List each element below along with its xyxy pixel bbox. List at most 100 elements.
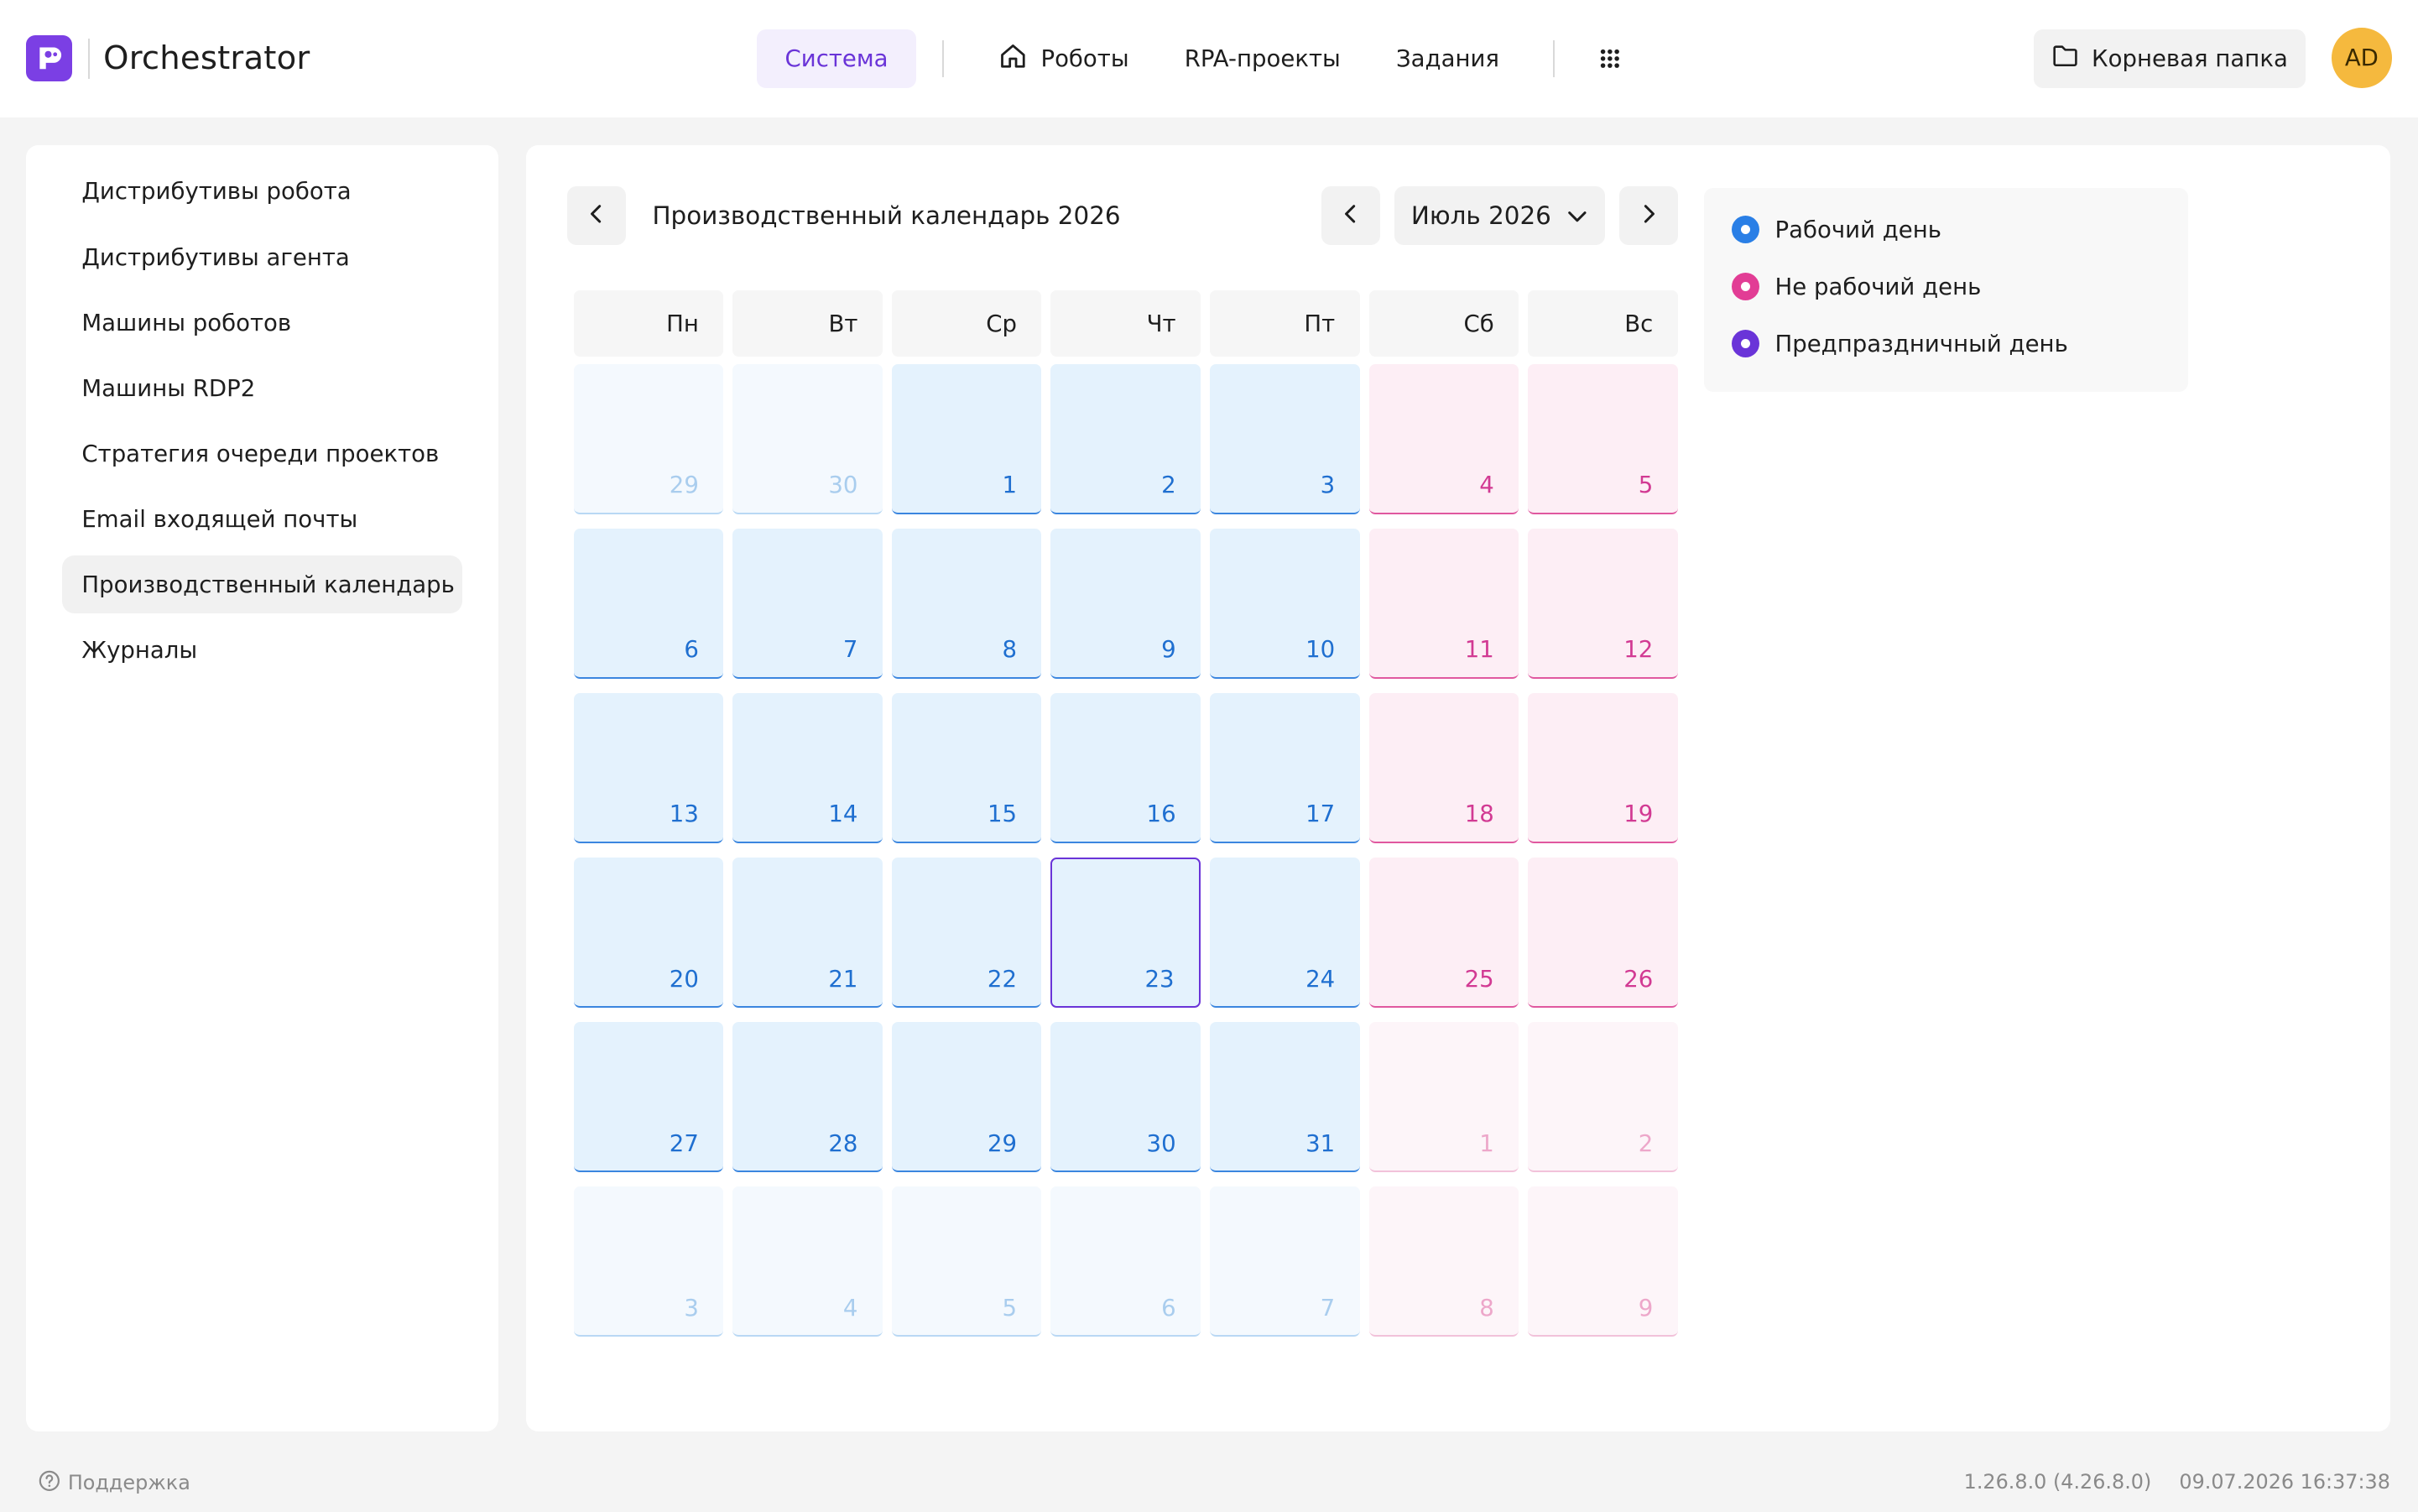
day-number: 1 xyxy=(1002,471,1018,499)
sidebar-item-rdp2-machines[interactable]: Машины RDP2 xyxy=(62,358,463,417)
day-number: 24 xyxy=(1305,964,1336,993)
avatar[interactable]: AD xyxy=(2332,28,2392,88)
calendar-day-cell[interactable]: 10 xyxy=(1210,528,1360,679)
calendar-day-cell[interactable]: 4 xyxy=(732,1186,883,1337)
day-number: 23 xyxy=(1144,964,1175,993)
chevron-left-icon xyxy=(587,201,606,230)
back-button[interactable] xyxy=(567,186,627,246)
calendar-day-cell[interactable]: 12 xyxy=(1528,528,1678,679)
day-number: 13 xyxy=(669,800,699,828)
sidebar-item-queue-strategy[interactable]: Стратегия очереди проектов xyxy=(62,424,463,482)
sidebar-item-label: Машины роботов xyxy=(81,308,292,336)
root-folder-button[interactable]: Корневая папка xyxy=(2034,29,2306,88)
nav-label: Задания xyxy=(1395,44,1499,73)
calendar-day-cell[interactable]: 3 xyxy=(573,1186,724,1337)
calendar-day-cell[interactable]: 29 xyxy=(891,1022,1042,1173)
weekday-header: Чт xyxy=(1050,289,1201,357)
calendar-legend: Рабочий день Не рабочий день Предпраздни… xyxy=(1703,188,2189,392)
calendar-day-cell[interactable]: 9 xyxy=(1528,1186,1678,1337)
support-link[interactable]: Поддержка xyxy=(39,1470,190,1497)
day-number: 1 xyxy=(1479,1129,1494,1157)
day-number: 15 xyxy=(987,800,1018,828)
help-circle-icon xyxy=(39,1470,60,1497)
grid-apps-icon[interactable] xyxy=(1581,29,1639,88)
calendar-day-cell[interactable]: 18 xyxy=(1368,692,1519,843)
calendar-day-cell[interactable]: 1 xyxy=(891,363,1042,514)
calendar-day-cell[interactable]: 24 xyxy=(1210,858,1360,1009)
calendar-day-cell[interactable]: 14 xyxy=(732,692,883,843)
day-number: 21 xyxy=(828,964,858,993)
calendar-day-cell[interactable]: 28 xyxy=(732,1022,883,1173)
logo-divider xyxy=(87,38,90,79)
calendar-day-cell[interactable]: 20 xyxy=(573,858,724,1009)
calendar-day-cell[interactable]: 23 xyxy=(1050,858,1201,1009)
day-number: 4 xyxy=(1479,471,1494,499)
top-header: Orchestrator Система Роботы RPA-проекты … xyxy=(0,0,2418,117)
calendar-day-cell[interactable]: 26 xyxy=(1528,858,1678,1009)
calendar-day-cell[interactable]: 4 xyxy=(1368,363,1519,514)
sidebar-item-label: Дистрибутивы агента xyxy=(81,242,350,271)
day-number: 8 xyxy=(1479,1293,1494,1322)
calendar-day-cell[interactable]: 8 xyxy=(891,528,1042,679)
calendar-day-cell[interactable]: 27 xyxy=(573,1022,724,1173)
calendar-day-cell[interactable]: 7 xyxy=(732,528,883,679)
day-number: 17 xyxy=(1305,800,1336,828)
nav-tasks[interactable]: Задания xyxy=(1368,29,1527,88)
workday-dot-icon xyxy=(1732,216,1760,244)
nav-system[interactable]: Система xyxy=(757,29,916,88)
sidebar-item-robot-distributions[interactable]: Дистрибутивы робота xyxy=(62,162,463,221)
day-number: 4 xyxy=(842,1293,858,1322)
calendar-day-cell[interactable]: 7 xyxy=(1210,1186,1360,1337)
calendar-day-cell[interactable]: 25 xyxy=(1368,858,1519,1009)
day-number: 8 xyxy=(1002,635,1018,664)
nav-robots[interactable]: Роботы xyxy=(970,29,1157,88)
nav-label: Система xyxy=(784,44,889,73)
calendar-day-cell[interactable]: 6 xyxy=(1050,1186,1201,1337)
next-month-button[interactable] xyxy=(1618,186,1678,246)
nav-label: Роботы xyxy=(1040,44,1129,73)
calendar-day-cell[interactable]: 15 xyxy=(891,692,1042,843)
day-number: 30 xyxy=(828,471,858,499)
calendar-day-cell[interactable]: 2 xyxy=(1050,363,1201,514)
sidebar-item-production-calendar[interactable]: Производственный календарь xyxy=(61,555,463,614)
calendar-day-cell[interactable]: 1 xyxy=(1368,1022,1519,1173)
day-number: 29 xyxy=(669,471,699,499)
calendar-day-cell[interactable]: 16 xyxy=(1050,692,1201,843)
calendar-day-cell[interactable]: 11 xyxy=(1368,528,1519,679)
calendar-day-cell[interactable]: 9 xyxy=(1050,528,1201,679)
calendar-day-cell[interactable]: 30 xyxy=(1050,1022,1201,1173)
calendar-day-cell[interactable]: 29 xyxy=(573,363,724,514)
calendar-week-row: 13 14 15 16 17 18 19 xyxy=(573,692,1678,843)
day-number: 12 xyxy=(1623,635,1654,664)
nav-rpa-projects[interactable]: RPA-проекты xyxy=(1157,29,1368,88)
month-select[interactable]: Июль 2026 xyxy=(1394,186,1606,246)
legend-item-dayoff: Не рабочий день xyxy=(1732,271,2188,302)
calendar-day-cell[interactable]: 8 xyxy=(1368,1186,1519,1337)
calendar-day-cell[interactable]: 19 xyxy=(1528,692,1678,843)
calendar-day-cell[interactable]: 31 xyxy=(1210,1022,1360,1173)
sidebar-item-incoming-email[interactable]: Email входящей почты xyxy=(62,490,463,549)
prev-month-button[interactable] xyxy=(1321,186,1380,246)
dayoff-dot-icon xyxy=(1732,273,1760,301)
day-number: 9 xyxy=(1638,1293,1654,1322)
calendar-day-cell[interactable]: 6 xyxy=(573,528,724,679)
robot-logo-icon[interactable] xyxy=(26,35,73,82)
legend-item-preholiday: Предпраздничный день xyxy=(1732,328,2188,359)
sidebar-item-robot-machines[interactable]: Машины роботов xyxy=(62,293,463,352)
preholiday-dot-icon xyxy=(1732,330,1760,358)
calendar-day-cell[interactable]: 17 xyxy=(1210,692,1360,843)
sidebar-item-label: Машины RDP2 xyxy=(81,373,256,402)
sidebar-item-agent-distributions[interactable]: Дистрибутивы агента xyxy=(62,227,463,286)
legend-label: Рабочий день xyxy=(1774,216,1942,244)
calendar-grid: Пн Вт Ср Чт Пт Сб Вс 29 30 1 2 3 4 5 6 7 8 9 10 11 12 13 14 15… xyxy=(573,289,1678,1352)
calendar-day-cell[interactable]: 5 xyxy=(1528,363,1678,514)
calendar-day-cell[interactable]: 5 xyxy=(891,1186,1042,1337)
calendar-day-cell[interactable]: 13 xyxy=(573,692,724,843)
calendar-day-cell[interactable]: 3 xyxy=(1210,363,1360,514)
calendar-week-row: 3 4 5 6 7 8 9 xyxy=(573,1186,1678,1337)
calendar-day-cell[interactable]: 22 xyxy=(891,858,1042,1009)
sidebar-item-logs[interactable]: Журналы xyxy=(62,621,463,680)
calendar-day-cell[interactable]: 2 xyxy=(1528,1022,1678,1173)
calendar-day-cell[interactable]: 30 xyxy=(732,363,883,514)
calendar-day-cell[interactable]: 21 xyxy=(732,858,883,1009)
